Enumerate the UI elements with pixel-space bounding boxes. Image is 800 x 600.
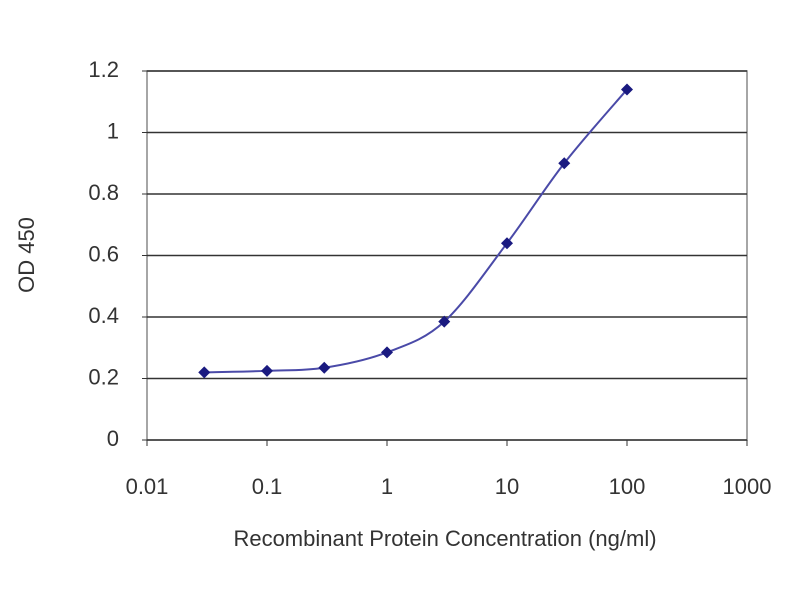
x-tick-label: 100 [609, 474, 646, 499]
y-tick-label: 0.6 [88, 241, 119, 266]
y-tick-label: 0.4 [88, 303, 119, 328]
data-point [558, 157, 571, 170]
x-tick-label: 0.01 [126, 474, 169, 499]
data-point [621, 83, 633, 96]
y-axis-label: OD 450 [14, 217, 39, 293]
x-tick-label: 1000 [723, 474, 772, 499]
y-tick-label: 0.2 [88, 364, 119, 389]
y-tick-label: 0 [107, 426, 119, 451]
x-tick-label: 1 [381, 474, 393, 499]
data-point [198, 366, 211, 379]
x-axis-label: Recombinant Protein Concentration (ng/ml… [233, 526, 656, 551]
x-tick-label: 10 [495, 474, 519, 499]
y-tick-label: 1 [107, 118, 119, 143]
data-point [501, 237, 513, 250]
data-point [381, 346, 393, 359]
y-tick-label: 0.8 [88, 180, 119, 205]
data-point [318, 361, 331, 374]
data-point [438, 315, 451, 328]
x-tick-label: 0.1 [252, 474, 283, 499]
y-tick-label: 1.2 [88, 57, 119, 82]
data-point [261, 364, 273, 377]
